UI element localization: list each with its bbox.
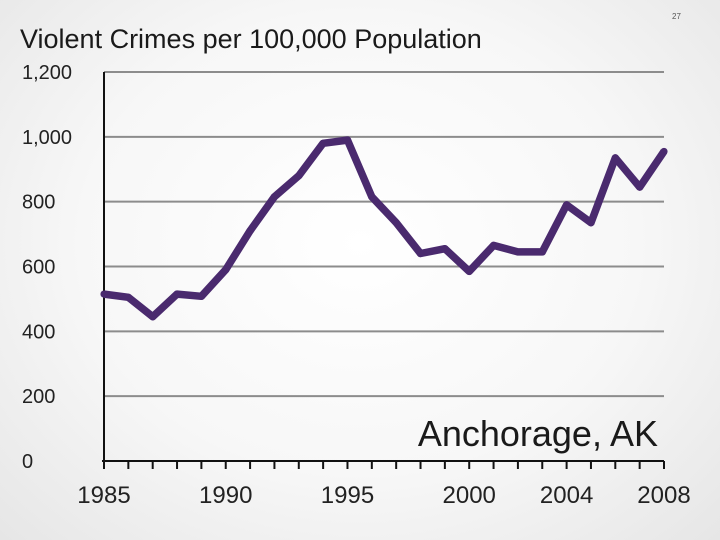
y-tick-label: 1,000 (22, 127, 72, 149)
series-line (103, 136, 668, 321)
data-point (538, 248, 546, 256)
x-tick-label: 1995 (321, 482, 374, 509)
x-tick-label: 1985 (77, 482, 130, 509)
y-tick-labels: 0 200 400 600 800 1,000 1,200 (22, 62, 72, 473)
data-point (489, 241, 498, 250)
x-tick-label: 2000 (443, 482, 496, 509)
data-point (100, 290, 108, 298)
y-tick-label: 800 (22, 192, 55, 214)
data-point (416, 249, 425, 258)
y-tick-label: 1,200 (22, 62, 72, 84)
data-point (587, 219, 595, 227)
data-point (343, 136, 352, 144)
data-point (441, 245, 449, 253)
chart-annotation: Anchorage, AK (418, 413, 658, 454)
slide-number: 27 (672, 12, 681, 21)
data-point (124, 293, 132, 301)
data-point (270, 193, 279, 201)
data-point (173, 290, 181, 298)
data-point (611, 154, 619, 162)
y-tick-label: 600 (22, 257, 55, 279)
x-tick-label: 1990 (199, 482, 252, 509)
data-point (563, 201, 571, 209)
y-tick-label: 0 (22, 451, 33, 473)
data-point (636, 183, 644, 191)
y-tick-label: 400 (22, 321, 55, 343)
chart-title: Violent Crimes per 100,000 Population (20, 24, 482, 54)
data-point (197, 292, 205, 300)
data-point (660, 147, 668, 156)
x-tick-labels: 1985 1990 1995 2000 2004 2008 (77, 482, 690, 509)
data-point (514, 248, 522, 256)
series-group (100, 136, 668, 321)
y-tick-label: 200 (22, 386, 55, 408)
data-point (295, 172, 303, 180)
data-point (319, 139, 327, 147)
data-point (392, 219, 400, 227)
x-tick-label: 2004 (540, 482, 593, 509)
data-point (246, 227, 254, 235)
data-point (222, 266, 230, 274)
data-point (465, 267, 473, 275)
axes (102, 72, 665, 469)
data-point (149, 313, 157, 321)
x-tick-label: 2008 (637, 482, 690, 509)
gridlines (104, 71, 664, 398)
data-point (368, 193, 376, 201)
